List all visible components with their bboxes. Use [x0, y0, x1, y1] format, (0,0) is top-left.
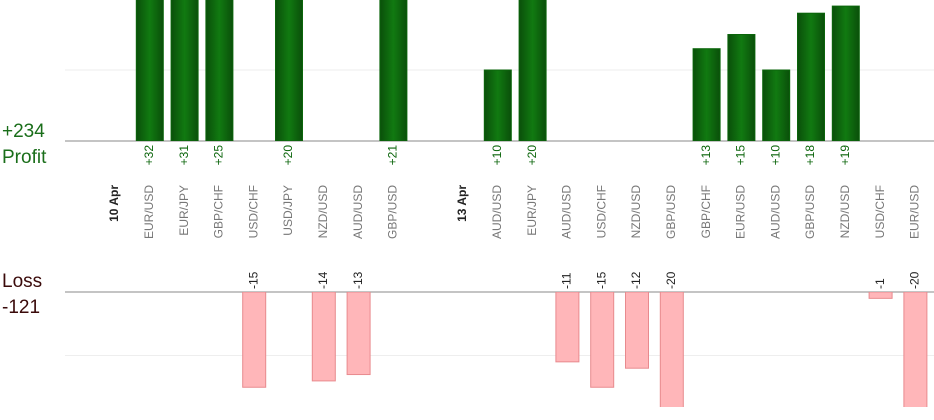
value-label: +20: [281, 145, 295, 166]
value-label: +20: [525, 145, 539, 166]
loss-bar: [555, 292, 580, 363]
value-label: -12: [629, 271, 643, 289]
pair-label: GBP/CHF: [212, 185, 226, 238]
value-label: +25: [212, 145, 226, 166]
value-label: +31: [177, 145, 191, 166]
value-label: -1: [873, 278, 887, 289]
loss-bar: [311, 292, 336, 382]
loss-bar: [659, 292, 684, 407]
date-label: 13 Apr: [455, 185, 469, 222]
date-label: 10 Apr: [107, 185, 121, 222]
profit-bar: [170, 0, 199, 141]
pair-label: USD/CHF: [873, 185, 887, 238]
profit-total: +234: [2, 121, 45, 142]
profit-bar: [692, 48, 721, 141]
pair-label: USD/CHF: [246, 185, 260, 238]
profit-bar: [135, 0, 164, 141]
value-label: -20: [908, 271, 922, 289]
value-label: +10: [490, 145, 504, 166]
loss-total: -121: [2, 297, 40, 318]
pair-label: GBP/USD: [386, 185, 400, 239]
loss-bar: [625, 292, 649, 369]
profit-label: Profit: [2, 147, 47, 168]
value-label: -15: [246, 271, 260, 289]
pair-label: EUR/USD: [908, 185, 922, 239]
profit-bar: [762, 69, 791, 141]
pair-label: NZD/USD: [316, 185, 330, 239]
value-label: +10: [768, 145, 782, 166]
value-label: +21: [386, 145, 400, 166]
profit-bar: [797, 12, 825, 141]
profit-bar: [379, 0, 408, 141]
pair-label: USD/JPY: [281, 185, 295, 236]
value-label: +19: [838, 145, 852, 166]
loss-bar: [903, 292, 928, 407]
value-label: +15: [734, 145, 748, 166]
profit-bar: [205, 0, 234, 141]
pair-label: NZD/USD: [629, 185, 643, 239]
pair-label: AUD/USD: [490, 185, 504, 239]
value-label: +13: [699, 145, 713, 166]
profit-bar: [831, 5, 860, 141]
value-label: -11: [560, 272, 574, 289]
loss-bar: [346, 292, 371, 376]
value-label: +32: [142, 145, 156, 166]
pair-label: GBP/CHF: [699, 185, 713, 238]
pair-label: AUD/USD: [560, 185, 574, 239]
profit-bar: [518, 0, 547, 141]
value-label: +18: [803, 145, 817, 166]
profit-bars: [135, 0, 860, 141]
pair-label: AUD/USD: [768, 185, 782, 239]
value-label: -13: [351, 271, 365, 289]
pair-label: EUR/JPY: [177, 185, 191, 236]
pair-label: EUR/USD: [142, 185, 156, 239]
pair-label: EUR/JPY: [525, 185, 539, 236]
profit-bar: [275, 0, 303, 141]
profit-bar: [483, 69, 512, 141]
pair-label: NZD/USD: [838, 185, 852, 239]
value-label: -14: [316, 271, 330, 289]
value-label: -20: [664, 271, 678, 289]
value-label: -15: [594, 271, 608, 289]
pair-label: GBP/USD: [803, 185, 817, 239]
pair-label: GBP/USD: [664, 185, 678, 239]
pair-label: USD/CHF: [594, 185, 608, 238]
loss-bar: [868, 292, 893, 299]
loss-bar: [242, 292, 267, 388]
loss-bars: [242, 292, 928, 407]
loss-label: Loss: [2, 271, 42, 292]
pair-label: AUD/USD: [351, 185, 365, 239]
profit-bar: [727, 34, 756, 141]
labels: 10 Apr EUR/USD +32 EUR/JPY +31 GBP/CHF +25 USD/…: [107, 145, 921, 289]
pair-label: EUR/USD: [734, 185, 748, 239]
loss-bar: [590, 292, 615, 388]
